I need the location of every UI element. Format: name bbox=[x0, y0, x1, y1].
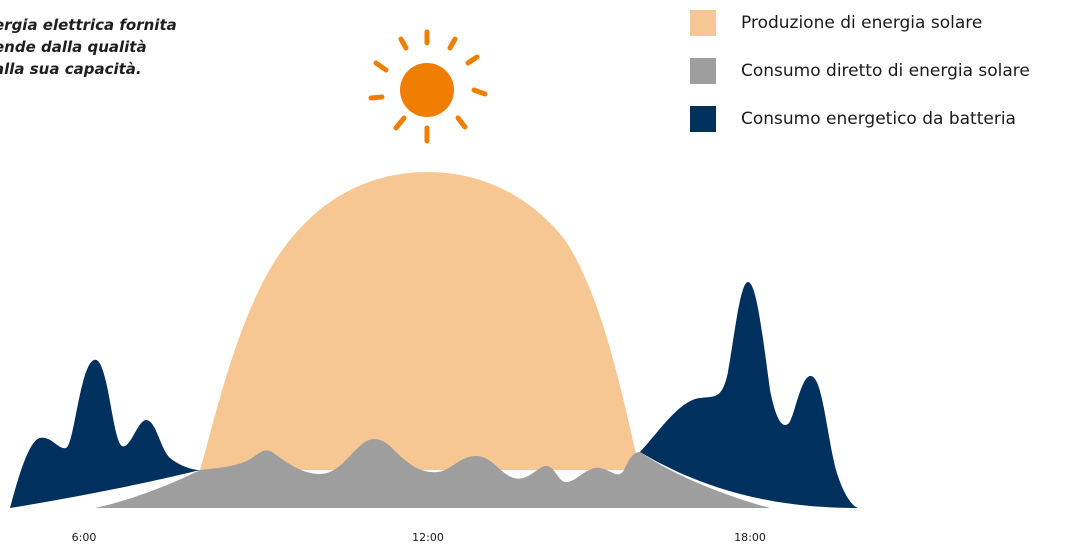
legend-label-solar-production: Produzione di energia solare bbox=[741, 13, 983, 33]
description-text: ergia elettrica fornita ende dalla quali… bbox=[0, 14, 214, 80]
area-direct-consumption bbox=[95, 439, 770, 508]
area-battery-consumption-evening bbox=[640, 282, 858, 508]
legend-item-direct-consumption: Consumo diretto di energia solare bbox=[690, 58, 1080, 84]
description-line-2: ende dalla qualità bbox=[0, 38, 147, 56]
x-tick-label: 12:00 bbox=[412, 531, 444, 544]
sun-disc bbox=[400, 63, 454, 117]
x-tick-label: 6:00 bbox=[71, 531, 97, 544]
legend-swatch-direct-consumption bbox=[690, 58, 716, 84]
legend-label-direct-consumption: Consumo diretto di energia solare bbox=[741, 61, 1030, 81]
legend-label-battery-consumption: Consumo energetico da batteria bbox=[741, 109, 1016, 129]
area-battery-consumption-morning bbox=[10, 359, 200, 508]
x-tick-label: 18:00 bbox=[734, 531, 766, 544]
legend-swatch-battery-consumption bbox=[690, 106, 716, 132]
sun-icon bbox=[368, 29, 488, 144]
legend-item-solar-production: Produzione di energia solare bbox=[690, 10, 1080, 36]
description-line-1: ergia elettrica fornita bbox=[0, 16, 177, 34]
area-solar-production bbox=[200, 172, 640, 470]
sun-rays bbox=[368, 29, 488, 144]
legend-swatch-solar-production bbox=[690, 10, 716, 36]
description-line-3: alla sua capacità. bbox=[0, 60, 142, 78]
legend-item-battery-consumption: Consumo energetico da batteria bbox=[690, 106, 1080, 132]
